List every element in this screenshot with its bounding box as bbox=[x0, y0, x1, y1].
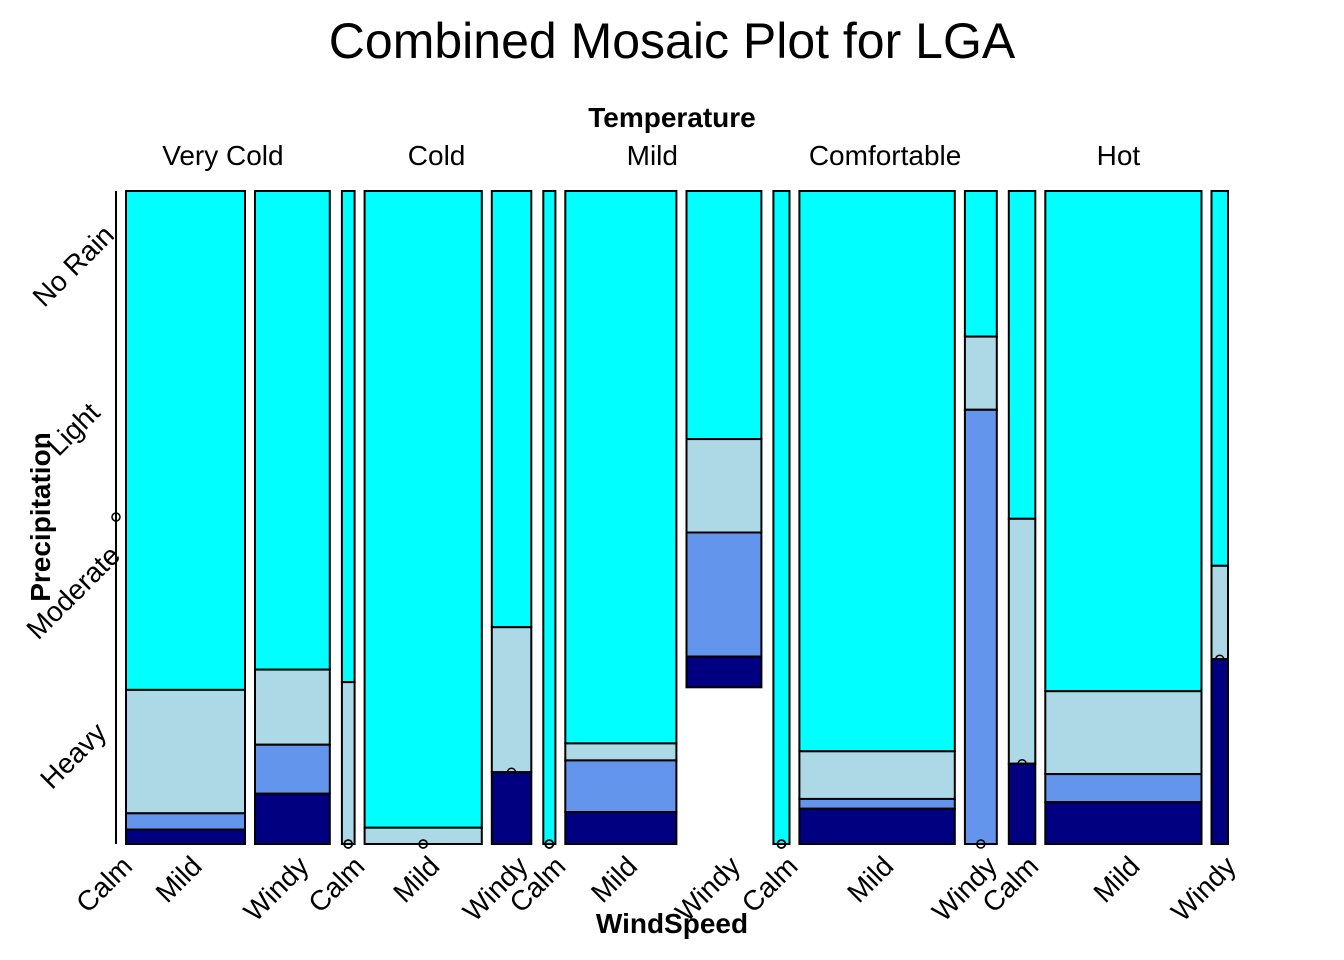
temperature-label-cold: Cold bbox=[408, 140, 466, 171]
empty-cell-marker-comfortable-calm-heavy bbox=[776, 839, 787, 849]
empty-cell-marker-comfortable-windy-heavy bbox=[976, 839, 986, 849]
tile-hot-mild-light bbox=[1044, 690, 1203, 776]
tile-cold-mild-no-rain bbox=[363, 190, 483, 829]
tile-comfortable-windy-moderate bbox=[963, 408, 998, 845]
tile-comfortable-windy-no-rain bbox=[963, 190, 998, 338]
tile-comfortable-mild-moderate bbox=[798, 797, 956, 810]
tile-cold-mild-light bbox=[363, 826, 483, 846]
tile-cold-calm-no-rain bbox=[340, 190, 356, 684]
tile-hot-mild-no-rain bbox=[1044, 190, 1203, 693]
tile-very-cold-windy-light bbox=[254, 668, 331, 746]
tile-hot-calm-heavy bbox=[1007, 762, 1037, 846]
tile-cold-calm-light bbox=[340, 681, 356, 845]
tile-mild-windy-no-rain bbox=[685, 190, 763, 441]
tile-very-cold-mild-light bbox=[125, 688, 246, 815]
tile-mild-windy-moderate bbox=[685, 531, 763, 658]
temperature-label-very-cold: Very Cold bbox=[162, 140, 283, 171]
windspeed-label-cold-mild: Mild bbox=[387, 850, 445, 908]
windspeed-label-very-cold-calm: Calm bbox=[70, 850, 138, 918]
empty-cell-marker-cold-calm-heavy bbox=[343, 839, 353, 849]
tile-comfortable-mild-light bbox=[798, 750, 956, 800]
tile-cold-windy-no-rain bbox=[490, 190, 533, 629]
tile-hot-windy-light bbox=[1210, 564, 1229, 661]
tile-mild-mild-moderate bbox=[564, 759, 678, 814]
tile-comfortable-mild-no-rain bbox=[798, 190, 956, 753]
tile-very-cold-windy-moderate bbox=[254, 743, 331, 795]
tile-mild-mild-heavy bbox=[564, 811, 678, 845]
tile-very-cold-windy-heavy bbox=[254, 792, 331, 846]
chart-title: Combined Mosaic Plot for LGA bbox=[329, 13, 1016, 69]
tile-mild-windy-light bbox=[685, 438, 763, 534]
tile-hot-calm-light bbox=[1007, 517, 1037, 765]
tile-very-cold-mild-no-rain bbox=[125, 190, 246, 691]
tile-cold-windy-light bbox=[490, 626, 533, 774]
tile-comfortable-calm-no-rain bbox=[772, 190, 791, 845]
empty-column-marker-very-cold-calm bbox=[111, 512, 121, 522]
tile-cold-windy-heavy bbox=[490, 771, 533, 846]
tile-comfortable-mild-heavy bbox=[798, 807, 956, 846]
windspeed-label-comfortable-mild: Mild bbox=[841, 850, 899, 908]
windspeed-label-very-cold-windy: Windy bbox=[238, 850, 315, 927]
tile-mild-mild-light bbox=[564, 742, 678, 762]
windspeed-label-very-cold-mild: Mild bbox=[150, 850, 208, 908]
mosaic-tiles bbox=[111, 190, 1229, 849]
tile-very-cold-mild-moderate bbox=[125, 812, 246, 831]
tile-very-cold-mild-heavy bbox=[125, 828, 246, 845]
tile-mild-windy-heavy bbox=[685, 655, 763, 689]
left-axis-title: Precipitation bbox=[25, 432, 56, 602]
bottom-axis-title: WindSpeed bbox=[596, 908, 748, 939]
windspeed-label-mild-mild: Mild bbox=[585, 850, 643, 908]
windspeed-label-hot-mild: Mild bbox=[1087, 850, 1145, 908]
tile-hot-mild-heavy bbox=[1044, 801, 1203, 846]
tile-hot-windy-no-rain bbox=[1210, 190, 1229, 567]
temperature-labels: Very Cold Cold Mild Comfortable Hot bbox=[162, 140, 1140, 171]
tile-very-cold-windy-no-rain bbox=[254, 190, 331, 671]
precipitation-label-heavy: Heavy bbox=[34, 717, 112, 795]
tile-mild-mild-no-rain bbox=[564, 190, 678, 745]
top-axis-title: Temperature bbox=[588, 102, 756, 133]
empty-cell-marker-mild-calm-heavy bbox=[544, 839, 555, 849]
tile-mild-calm-no-rain bbox=[542, 190, 557, 845]
temperature-label-hot: Hot bbox=[1097, 140, 1141, 171]
tile-comfortable-windy-light bbox=[963, 335, 998, 411]
temperature-label-comfortable: Comfortable bbox=[809, 140, 962, 171]
empty-cell-marker-cold-mild-heavy bbox=[418, 839, 428, 849]
tile-hot-calm-no-rain bbox=[1007, 190, 1037, 520]
tile-hot-windy-heavy bbox=[1210, 658, 1229, 846]
windspeed-label-cold-calm: Calm bbox=[302, 850, 370, 918]
tile-hot-mild-moderate bbox=[1044, 773, 1203, 804]
precipitation-label-no-rain: No Rain bbox=[27, 219, 120, 312]
temperature-label-mild: Mild bbox=[627, 140, 678, 171]
windspeed-label-hot-windy: Windy bbox=[1165, 850, 1242, 927]
